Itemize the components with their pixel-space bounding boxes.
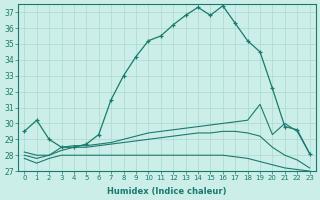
X-axis label: Humidex (Indice chaleur): Humidex (Indice chaleur) bbox=[107, 187, 227, 196]
